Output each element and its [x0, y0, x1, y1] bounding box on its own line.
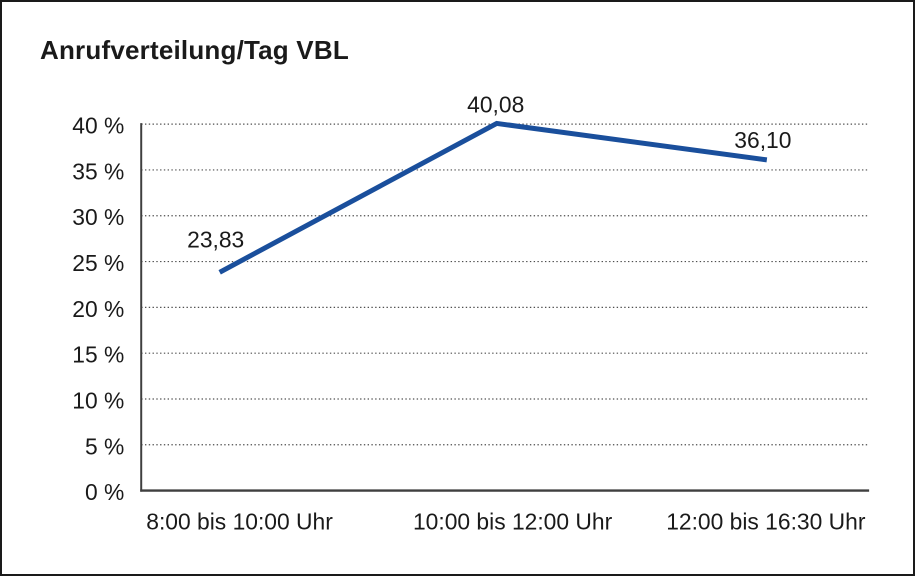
y-tick-label: 10 %: [72, 387, 124, 413]
x-axis-label: 10:00 bis 12:00 Uhr: [413, 508, 613, 534]
chart-title: Anrufverteilung/Tag VBL: [40, 35, 349, 65]
y-tick-label: 20 %: [72, 296, 124, 322]
y-tick-label: 5 %: [85, 433, 124, 459]
y-tick-label: 25 %: [72, 250, 124, 276]
x-axis-label: 12:00 bis 16:30 Uhr: [666, 508, 866, 534]
data-label: 40,08: [467, 92, 524, 118]
y-tick-label: 0 %: [85, 479, 124, 505]
data-line: [218, 120, 768, 275]
y-tick-label: 35 %: [72, 158, 124, 184]
y-tick-label: 30 %: [72, 204, 124, 230]
data-label: 36,10: [734, 127, 791, 153]
y-tick-label: 40 %: [72, 113, 124, 139]
data-label: 23,83: [187, 227, 244, 253]
y-tick-label: 15 %: [72, 342, 124, 368]
x-axis-label: 8:00 bis 10:00 Uhr: [146, 508, 333, 534]
